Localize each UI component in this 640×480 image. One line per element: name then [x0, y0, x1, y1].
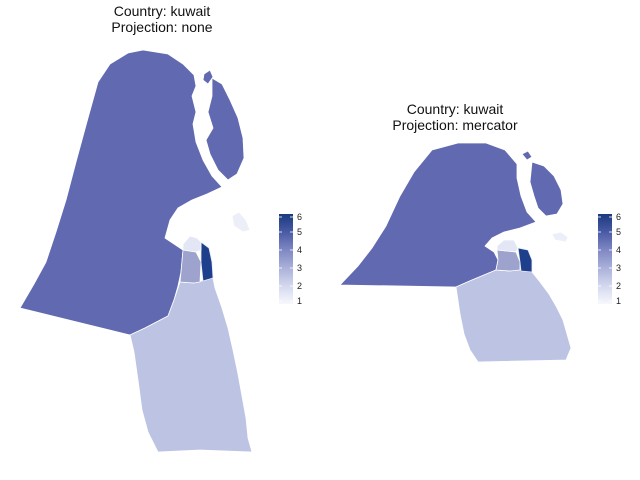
legend-1-tick-label: 1	[297, 296, 302, 306]
region-small-dark	[200, 241, 214, 282]
legend-2-tick-label: 2	[616, 281, 621, 291]
region-small-west	[495, 249, 521, 272]
region-small-capital	[182, 235, 202, 253]
region-main	[19, 49, 223, 336]
legend-2-tick-label: 5	[616, 227, 621, 237]
region-warbah-island	[521, 150, 533, 161]
region-south	[129, 277, 253, 453]
legend-2-tick-label: 1	[616, 296, 621, 306]
panel-2-title-line2: Projection: mercator	[392, 117, 518, 133]
legend-panel-1: 6 5 4 3 2 1	[279, 212, 302, 306]
region-failaka-island	[231, 211, 251, 233]
legend-1-tick-label: 5	[297, 227, 302, 237]
region-bubiyan-island	[529, 161, 564, 217]
legend-panel-2: 6 5 4 3 2 1	[598, 212, 621, 306]
region-bubiyan-island	[205, 77, 245, 181]
region-warbah-island	[202, 69, 214, 85]
legend-1-tick-label: 4	[297, 245, 302, 255]
legend-1-ticks: 6 5 4 3 2 1	[279, 212, 302, 306]
legend-2-tick-label: 4	[616, 245, 621, 255]
map-kuwait-mercator	[339, 142, 572, 363]
region-small-capital	[496, 239, 519, 253]
region-failaka-island	[551, 231, 569, 243]
panel-1-title: Country: kuwait Projection: none	[62, 3, 262, 35]
region-south	[455, 266, 572, 363]
region-small-west	[179, 249, 202, 284]
legend-2-tick-label: 3	[616, 263, 621, 273]
legend-1-tick-label: 3	[297, 263, 302, 273]
map-kuwait-unprojected	[19, 49, 253, 453]
panel-1-title-line1: Country: kuwait	[113, 3, 211, 19]
legend-1-colorbar	[279, 214, 293, 304]
region-small-dark	[517, 247, 533, 273]
panel-2-title-line1: Country: kuwait	[406, 101, 504, 117]
legend-1-tick-label: 2	[297, 281, 302, 291]
panel-2-title: Country: kuwait Projection: mercator	[355, 101, 555, 133]
legend-2-ticks: 6 5 4 3 2 1	[598, 212, 621, 306]
region-main	[339, 142, 537, 288]
legend-1-tick-label: 6	[297, 212, 302, 222]
legend-2-colorbar	[598, 214, 612, 304]
panel-1-title-line2: Projection: none	[111, 19, 213, 35]
legend-2-tick-label: 6	[616, 212, 621, 222]
